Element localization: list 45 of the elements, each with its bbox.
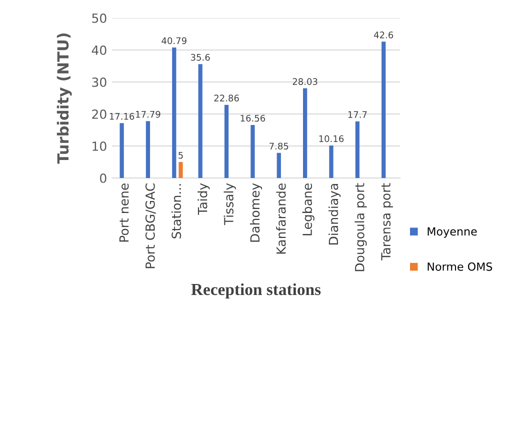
legend-label: Norme OMS xyxy=(428,262,492,271)
x-tick-label: Tarensa port xyxy=(381,183,393,260)
bar xyxy=(178,162,183,178)
data-label: 17.16 xyxy=(110,112,134,120)
bar xyxy=(355,121,360,178)
bar xyxy=(276,152,281,178)
data-label: 17.79 xyxy=(136,110,160,118)
bar xyxy=(382,42,386,178)
x-tick-label: Legbane xyxy=(302,184,314,236)
bar xyxy=(146,121,150,178)
x-tick-label: Station... xyxy=(171,184,182,238)
bar xyxy=(224,104,229,178)
data-label: 5 xyxy=(178,152,183,159)
bar xyxy=(303,88,308,178)
y-tick-label: 0 xyxy=(100,173,106,183)
y-tick-label: 30 xyxy=(92,77,106,87)
bar xyxy=(172,47,176,178)
x-tick-label: Taidy xyxy=(198,183,210,215)
x-tick-label: Kanfarande xyxy=(276,184,286,254)
y-tick-label: 50 xyxy=(92,13,106,23)
y-tick-label: 10 xyxy=(92,141,106,151)
y-axis-title: Turbidity (NTU) xyxy=(56,33,72,164)
bar xyxy=(329,145,334,178)
data-label: 28.03 xyxy=(292,78,318,85)
data-label: 17.7 xyxy=(348,111,367,118)
x-tick-label: Diandiaya xyxy=(328,184,341,244)
x-tick-label: Dougoula port xyxy=(354,183,367,272)
x-tick-label: Port nene xyxy=(119,184,129,242)
y-tick-label: 20 xyxy=(92,109,106,119)
legend-label: Moyenne xyxy=(428,227,477,238)
data-label: 42.6 xyxy=(374,32,394,38)
y-tick-label: 40 xyxy=(92,45,106,55)
data-label: 10.16 xyxy=(319,135,344,142)
x-tick-label: Dahomey xyxy=(250,183,262,242)
bar xyxy=(120,123,124,178)
data-label: 22.86 xyxy=(214,94,239,102)
x-axis-title: Reception stations xyxy=(191,283,321,299)
bar xyxy=(250,125,255,178)
data-label: 16.56 xyxy=(240,114,266,122)
bar xyxy=(198,64,202,178)
x-tick-label: Port CBG/GAC xyxy=(145,184,156,268)
data-label: 40.79 xyxy=(162,37,186,44)
data-label: 7.85 xyxy=(270,142,288,150)
data-label: 35.6 xyxy=(190,54,210,61)
x-tick-label: Tissaly xyxy=(224,183,236,226)
